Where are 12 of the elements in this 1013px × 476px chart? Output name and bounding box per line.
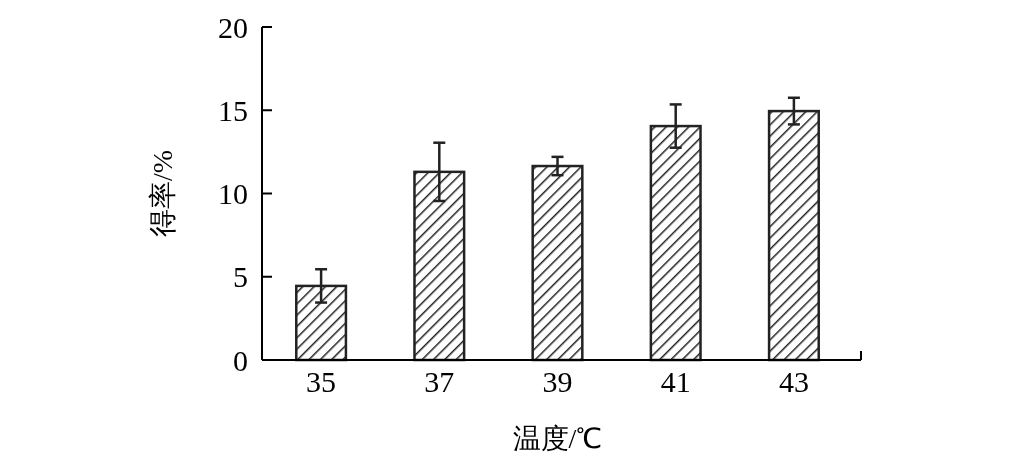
y-tick-label: 10 bbox=[218, 177, 248, 210]
x-tick-label: 35 bbox=[306, 365, 337, 398]
x-tick-label: 37 bbox=[424, 365, 455, 398]
x-tick-label: 39 bbox=[542, 365, 573, 398]
y-tick-label: 15 bbox=[218, 93, 248, 127]
y-tick-label: 20 bbox=[218, 10, 248, 44]
y-axis-title: 得率/% bbox=[147, 149, 178, 238]
y-tick-label: 5 bbox=[233, 260, 248, 294]
x-tick-label: 41 bbox=[660, 365, 691, 398]
x-axis-title: 温度/℃ bbox=[512, 423, 603, 454]
x-tick-label: 43 bbox=[778, 365, 809, 398]
y-tick-label: 0 bbox=[233, 343, 248, 377]
